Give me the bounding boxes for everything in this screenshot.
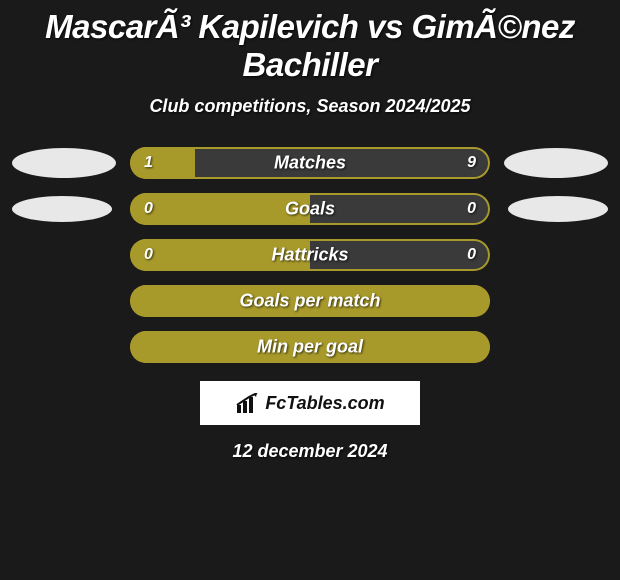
stat-value-left: 0 <box>144 246 153 264</box>
stat-value-left: 1 <box>144 154 153 172</box>
stat-value-left: 0 <box>144 200 153 218</box>
stat-row: Hattricks 0 0 <box>10 239 610 271</box>
stat-bar: Matches 1 9 <box>130 147 490 179</box>
player-avatar-right <box>490 196 610 222</box>
player-avatar-left <box>10 196 130 222</box>
bar-segment-right <box>310 193 490 225</box>
bar-segment-left <box>130 193 310 225</box>
stat-bar: Min per goal <box>130 331 490 363</box>
stat-value-right: 0 <box>467 200 476 218</box>
stat-value-right: 9 <box>467 154 476 172</box>
comparison-chart: Matches 1 9 Goals 0 0 Hattricks 0 0 Goals per mat… <box>0 147 620 363</box>
page-subtitle: Club competitions, Season 2024/2025 <box>0 96 620 117</box>
stat-row: Matches 1 9 <box>10 147 610 179</box>
stat-bar: Hattricks 0 0 <box>130 239 490 271</box>
stat-label: Min per goal <box>257 337 363 358</box>
player-avatar-right <box>490 148 610 178</box>
stat-row: Goals 0 0 <box>10 193 610 225</box>
bar-segment-left <box>130 147 195 179</box>
logo-text: FcTables.com <box>265 393 384 414</box>
stat-bar: Goals per match <box>130 285 490 317</box>
stat-row: Goals per match <box>10 285 610 317</box>
stat-bar: Goals 0 0 <box>130 193 490 225</box>
stat-label: Hattricks <box>271 245 348 266</box>
stat-label: Matches <box>274 153 346 174</box>
fctables-logo: FcTables.com <box>200 381 420 425</box>
date-label: 12 december 2024 <box>0 441 620 462</box>
page-title: MascarÃ³ Kapilevich vs GimÃ©nez Bachille… <box>0 0 620 84</box>
stat-value-right: 0 <box>467 246 476 264</box>
player-avatar-left <box>10 148 130 178</box>
chart-icon <box>235 393 261 413</box>
stat-label: Goals <box>285 199 335 220</box>
stat-row: Min per goal <box>10 331 610 363</box>
stat-label: Goals per match <box>239 291 380 312</box>
